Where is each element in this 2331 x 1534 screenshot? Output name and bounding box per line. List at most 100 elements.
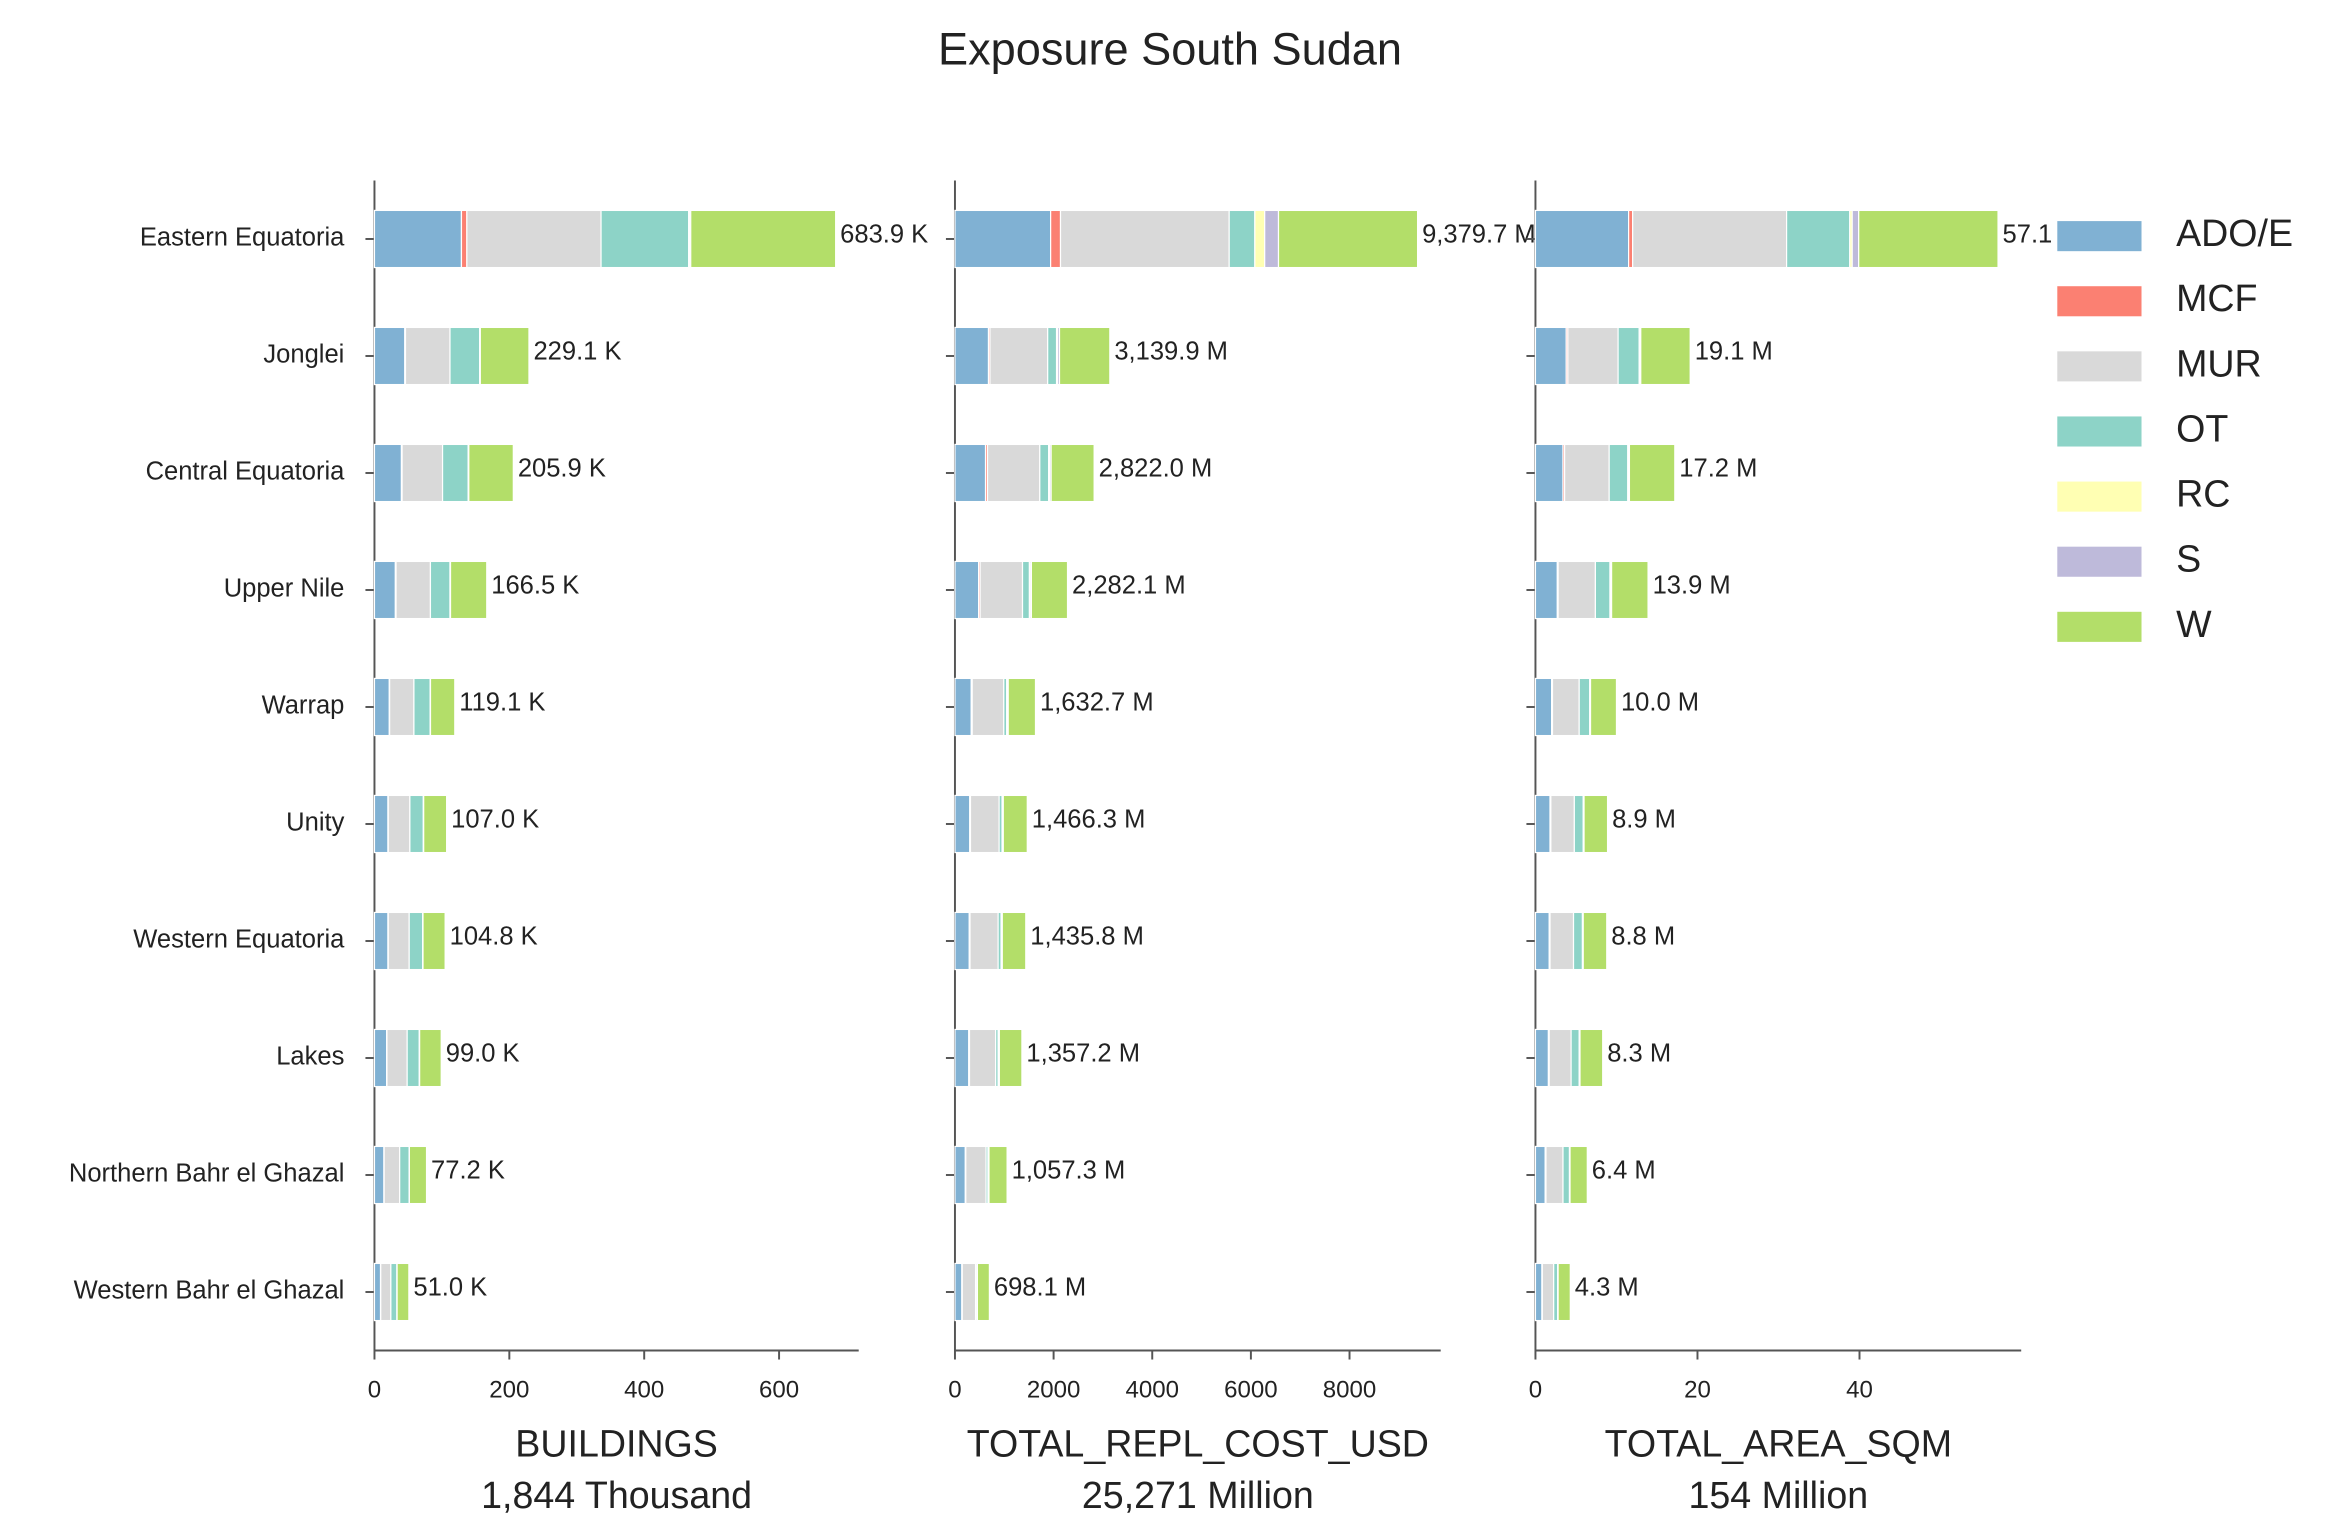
y-tick-label: Unity bbox=[286, 809, 344, 837]
bar-segment bbox=[1553, 1262, 1559, 1322]
bar-segment bbox=[1564, 443, 1610, 503]
x-axis-label: BUILDINGS bbox=[515, 1423, 718, 1465]
x-tick-label: 20 bbox=[1684, 1376, 1711, 1403]
bar-segment bbox=[408, 911, 424, 971]
bar-segment bbox=[373, 911, 389, 971]
x-tick-label: 200 bbox=[489, 1376, 529, 1403]
value-label: 8.3 M bbox=[1607, 1040, 1671, 1068]
x-tick-label: 400 bbox=[624, 1376, 664, 1403]
bar-segment bbox=[373, 677, 390, 737]
legend-label: S bbox=[2176, 538, 2201, 580]
bar-segment bbox=[1228, 209, 1256, 269]
bar-segment bbox=[1534, 560, 1558, 620]
legend-label: MUR bbox=[2176, 342, 2262, 384]
bar-segment bbox=[1569, 1145, 1588, 1205]
bar-segment bbox=[1534, 1145, 1546, 1205]
legend-swatch bbox=[2057, 286, 2142, 317]
bar-segment bbox=[1541, 1262, 1555, 1322]
bar-segment bbox=[373, 443, 403, 503]
bar-segment bbox=[965, 1145, 987, 1205]
bar-segment bbox=[1628, 209, 1634, 269]
bar-segment bbox=[373, 794, 389, 854]
bar-segment bbox=[1264, 209, 1280, 269]
bar-segment bbox=[1534, 1028, 1550, 1088]
bar-segment bbox=[1785, 209, 1851, 269]
x-tick-label: 6000 bbox=[1224, 1376, 1278, 1403]
bar-segment bbox=[479, 326, 530, 386]
bar-segment bbox=[971, 677, 1005, 737]
bar-segment bbox=[383, 1145, 401, 1205]
bar-segment bbox=[1551, 677, 1580, 737]
y-tick-label: Eastern Equatoria bbox=[140, 224, 345, 252]
x-axis-total: 154 Million bbox=[1689, 1474, 1869, 1516]
bar-segment bbox=[373, 326, 406, 386]
bar-segment bbox=[1567, 326, 1619, 386]
bar-segment bbox=[1573, 794, 1584, 854]
bar-segment bbox=[468, 443, 514, 503]
value-label: 77.2 K bbox=[431, 1157, 505, 1185]
bar-segment bbox=[396, 1262, 410, 1322]
bar-segment bbox=[387, 794, 411, 854]
bar-segment bbox=[1557, 560, 1597, 620]
legend-swatch bbox=[2057, 611, 2142, 642]
x-tick-label: 4000 bbox=[1125, 1376, 1179, 1403]
bar-segment bbox=[1039, 443, 1050, 503]
x-tick-label: 0 bbox=[1529, 1376, 1542, 1403]
value-label: 19.1 M bbox=[1695, 338, 1773, 366]
y-tick-label: Warrap bbox=[262, 692, 345, 720]
bar-segment bbox=[954, 326, 990, 386]
bar-segment bbox=[954, 560, 980, 620]
bar-segment bbox=[395, 560, 432, 620]
x-tick-label: 600 bbox=[759, 1376, 799, 1403]
bar-segment bbox=[1277, 209, 1419, 269]
bar-segment bbox=[954, 443, 987, 503]
bar-segment bbox=[390, 1262, 398, 1322]
legend-label: MCF bbox=[2176, 277, 2257, 319]
legend-swatch bbox=[2057, 221, 2142, 252]
x-tick-label: 8000 bbox=[1323, 1376, 1377, 1403]
bar-segment bbox=[1050, 209, 1062, 269]
bar-segment bbox=[954, 1028, 970, 1088]
value-label: 2,282.1 M bbox=[1072, 572, 1186, 600]
bar-segment bbox=[1611, 560, 1649, 620]
bar-segment bbox=[954, 1145, 966, 1205]
bar-segment bbox=[1050, 443, 1095, 503]
bar-segment bbox=[954, 794, 971, 854]
value-label: 1,057.3 M bbox=[1012, 1157, 1126, 1185]
bar-segment bbox=[389, 677, 415, 737]
bar-segment bbox=[1594, 560, 1611, 620]
value-label: 51.0 K bbox=[413, 1274, 487, 1302]
bar-segment bbox=[401, 443, 444, 503]
bar-segment bbox=[1549, 911, 1575, 971]
bar-segment bbox=[441, 443, 469, 503]
bar-segment bbox=[406, 1028, 420, 1088]
value-label: 698.1 M bbox=[994, 1274, 1086, 1302]
y-tick-label: Central Equatoria bbox=[146, 458, 346, 486]
bar-segment bbox=[979, 560, 1024, 620]
x-axis-total: 1,844 Thousand bbox=[481, 1474, 752, 1516]
bar-segment bbox=[373, 209, 463, 269]
x-tick-label: 2000 bbox=[1027, 1376, 1081, 1403]
y-tick-label: Northern Bahr el Ghazal bbox=[69, 1160, 344, 1188]
value-label: 3,139.9 M bbox=[1114, 338, 1228, 366]
bar-segment bbox=[373, 1262, 382, 1322]
value-label: 166.5 K bbox=[491, 572, 579, 600]
bar-segment bbox=[954, 677, 972, 737]
legend-label: ADO/E bbox=[2176, 212, 2293, 254]
value-label: 13.9 M bbox=[1653, 572, 1731, 600]
bar-segment bbox=[961, 1262, 977, 1322]
bar-segment bbox=[1550, 794, 1575, 854]
bar-segment bbox=[408, 1145, 428, 1205]
legend-label: RC bbox=[2176, 473, 2230, 515]
bar-segment bbox=[1047, 326, 1058, 386]
value-label: 4.3 M bbox=[1575, 1274, 1639, 1302]
bar-segment bbox=[373, 1028, 388, 1088]
x-axis-label: TOTAL_AREA_SQM bbox=[1605, 1423, 1952, 1465]
bar-segment bbox=[954, 911, 970, 971]
bar-segment bbox=[413, 677, 431, 737]
bar-segment bbox=[1534, 1262, 1543, 1322]
bar-segment bbox=[1534, 911, 1550, 971]
x-axis-total: 25,271 Million bbox=[1082, 1474, 1314, 1516]
x-tick-label: 0 bbox=[368, 1376, 381, 1403]
